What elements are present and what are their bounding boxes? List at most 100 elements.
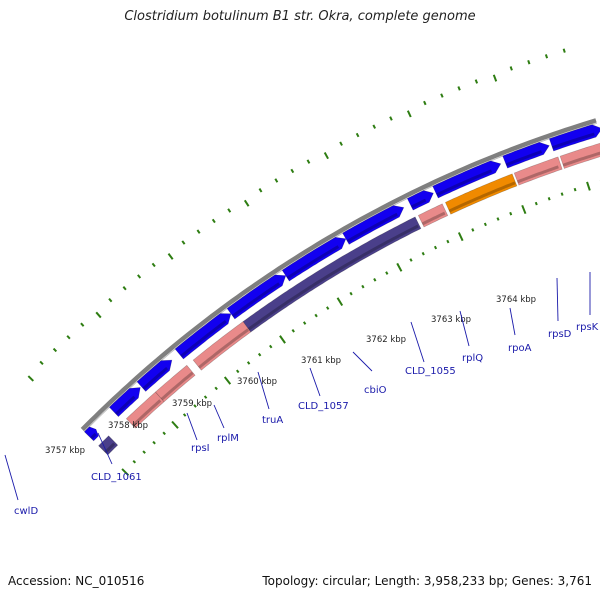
gene-label: rpsK: [576, 322, 599, 333]
gene-feature-shade: [247, 224, 419, 331]
scale-tick-mark: [421, 251, 425, 256]
gene-feature-shade: [448, 181, 516, 213]
scale-tick-mark: [349, 291, 353, 296]
scale-tick-mark: [203, 395, 208, 399]
gene-label-leader: [556, 277, 559, 322]
outer-tick-mark: [211, 218, 216, 224]
gene-feature-shade: [517, 165, 559, 184]
gene-feature: [548, 124, 600, 152]
scale-tick-mark: [496, 217, 500, 221]
gene-feature-shade: [180, 319, 227, 358]
outer-tick-mark: [492, 74, 498, 82]
gene-label: rpsI: [191, 443, 210, 454]
scale-tick-mark: [521, 204, 527, 215]
outer-tick-mark: [39, 360, 44, 366]
gene-label: rpoA: [508, 343, 532, 354]
scale-tick-mark: [457, 232, 464, 242]
gene-label: truA: [262, 415, 283, 426]
scale-tick-mark: [302, 321, 307, 325]
scale-tick-mark: [509, 211, 513, 216]
gene-feature: [417, 203, 449, 228]
scale-tick-mark: [326, 306, 330, 310]
gene-feature: [342, 205, 405, 245]
gene-feature-shade: [286, 245, 340, 280]
gene-feature-shade: [231, 282, 281, 318]
scale-tick-mark: [171, 420, 179, 429]
scale-tick-mark: [214, 386, 218, 391]
outer-tick-mark: [509, 66, 513, 71]
gene-feature-shade: [198, 328, 250, 369]
outer-tick-mark: [457, 86, 461, 91]
outer-tick-mark: [167, 253, 174, 260]
gene-feature: [559, 142, 600, 169]
outer-tick-mark: [80, 322, 85, 327]
scale-tick-mark: [223, 376, 232, 385]
gene-feature-shade: [436, 169, 493, 197]
scale-tick-mark: [433, 245, 438, 250]
gene-feature: [502, 141, 550, 169]
gene-feature: [445, 173, 518, 215]
page-title: Clostridium botulinum B1 str. Okra, comp…: [124, 9, 476, 24]
scale-label: 3763 kbp: [431, 315, 471, 325]
outer-tick-mark: [108, 297, 113, 303]
outer-tick-mark: [52, 347, 58, 353]
scale-tick-mark: [132, 459, 137, 464]
gene-feature: [242, 216, 422, 333]
scale-tick-mark: [336, 297, 344, 307]
scale-tick-mark: [291, 328, 295, 333]
outer-tick-mark: [66, 335, 71, 340]
scale-tick-mark: [121, 468, 130, 477]
scale-label: 3760 kbp: [237, 377, 277, 387]
scale-tick-mark: [586, 181, 591, 191]
gene-label: CLD_1055: [405, 366, 456, 377]
scale-tick-mark: [396, 262, 403, 272]
scale-tick-mark: [142, 450, 146, 454]
gene-label-leader: [4, 454, 19, 501]
scale-label: 3761 kbp: [301, 356, 341, 366]
outer-tick-mark: [243, 199, 250, 207]
scale-label: 3764 kbp: [496, 295, 536, 305]
scale-tick-mark: [409, 258, 413, 262]
outer-tick-mark: [355, 132, 360, 138]
topology-text: Topology: circular; Length: 3,958,233 bp…: [262, 574, 592, 588]
gene-label: CLD_1061: [91, 472, 142, 483]
outer-tick-mark: [389, 116, 393, 121]
outer-tick-mark: [95, 311, 102, 319]
scale-tick-mark: [483, 222, 487, 227]
gene-feature-shade: [505, 150, 543, 167]
outer-tick-mark: [440, 93, 444, 98]
gene-feature: [406, 190, 434, 211]
outer-tick-mark: [527, 60, 531, 65]
outer-tick-mark: [474, 79, 479, 84]
scale-tick-mark: [162, 431, 166, 436]
gene-feature: [226, 274, 287, 320]
gene-feature-shade: [562, 151, 600, 167]
scale-tick-mark: [534, 201, 538, 206]
outer-tick-mark: [227, 208, 232, 213]
gene-label: cbiO: [364, 385, 387, 396]
gene-label-leader: [509, 307, 516, 336]
gene-feature-shade: [160, 371, 194, 401]
outer-tick-mark: [544, 54, 549, 59]
outer-tick-mark: [151, 262, 156, 268]
gene-feature-shade: [104, 442, 116, 454]
gene-label-leader: [213, 404, 225, 429]
outer-tick-mark: [181, 240, 186, 245]
accession-text: Accession: NC_010516: [8, 574, 145, 588]
gene-label: rplQ: [462, 353, 483, 364]
scale-label: 3758 kbp: [108, 421, 148, 431]
gene-label-leader: [352, 351, 373, 372]
scale-tick-mark: [152, 440, 156, 445]
scale-tick-mark: [269, 344, 273, 349]
scale-tick-mark: [385, 271, 389, 275]
gene-label-leader: [410, 321, 425, 363]
gene-feature: [83, 426, 99, 442]
scale-tick-mark: [193, 404, 197, 408]
outer-tick-mark: [137, 274, 142, 279]
gene-label: rplM: [217, 433, 239, 444]
scale-tick-mark: [573, 187, 577, 192]
outer-tick-mark: [562, 48, 566, 53]
gene-feature-shade: [142, 366, 169, 390]
gene-feature-shade: [131, 399, 162, 427]
